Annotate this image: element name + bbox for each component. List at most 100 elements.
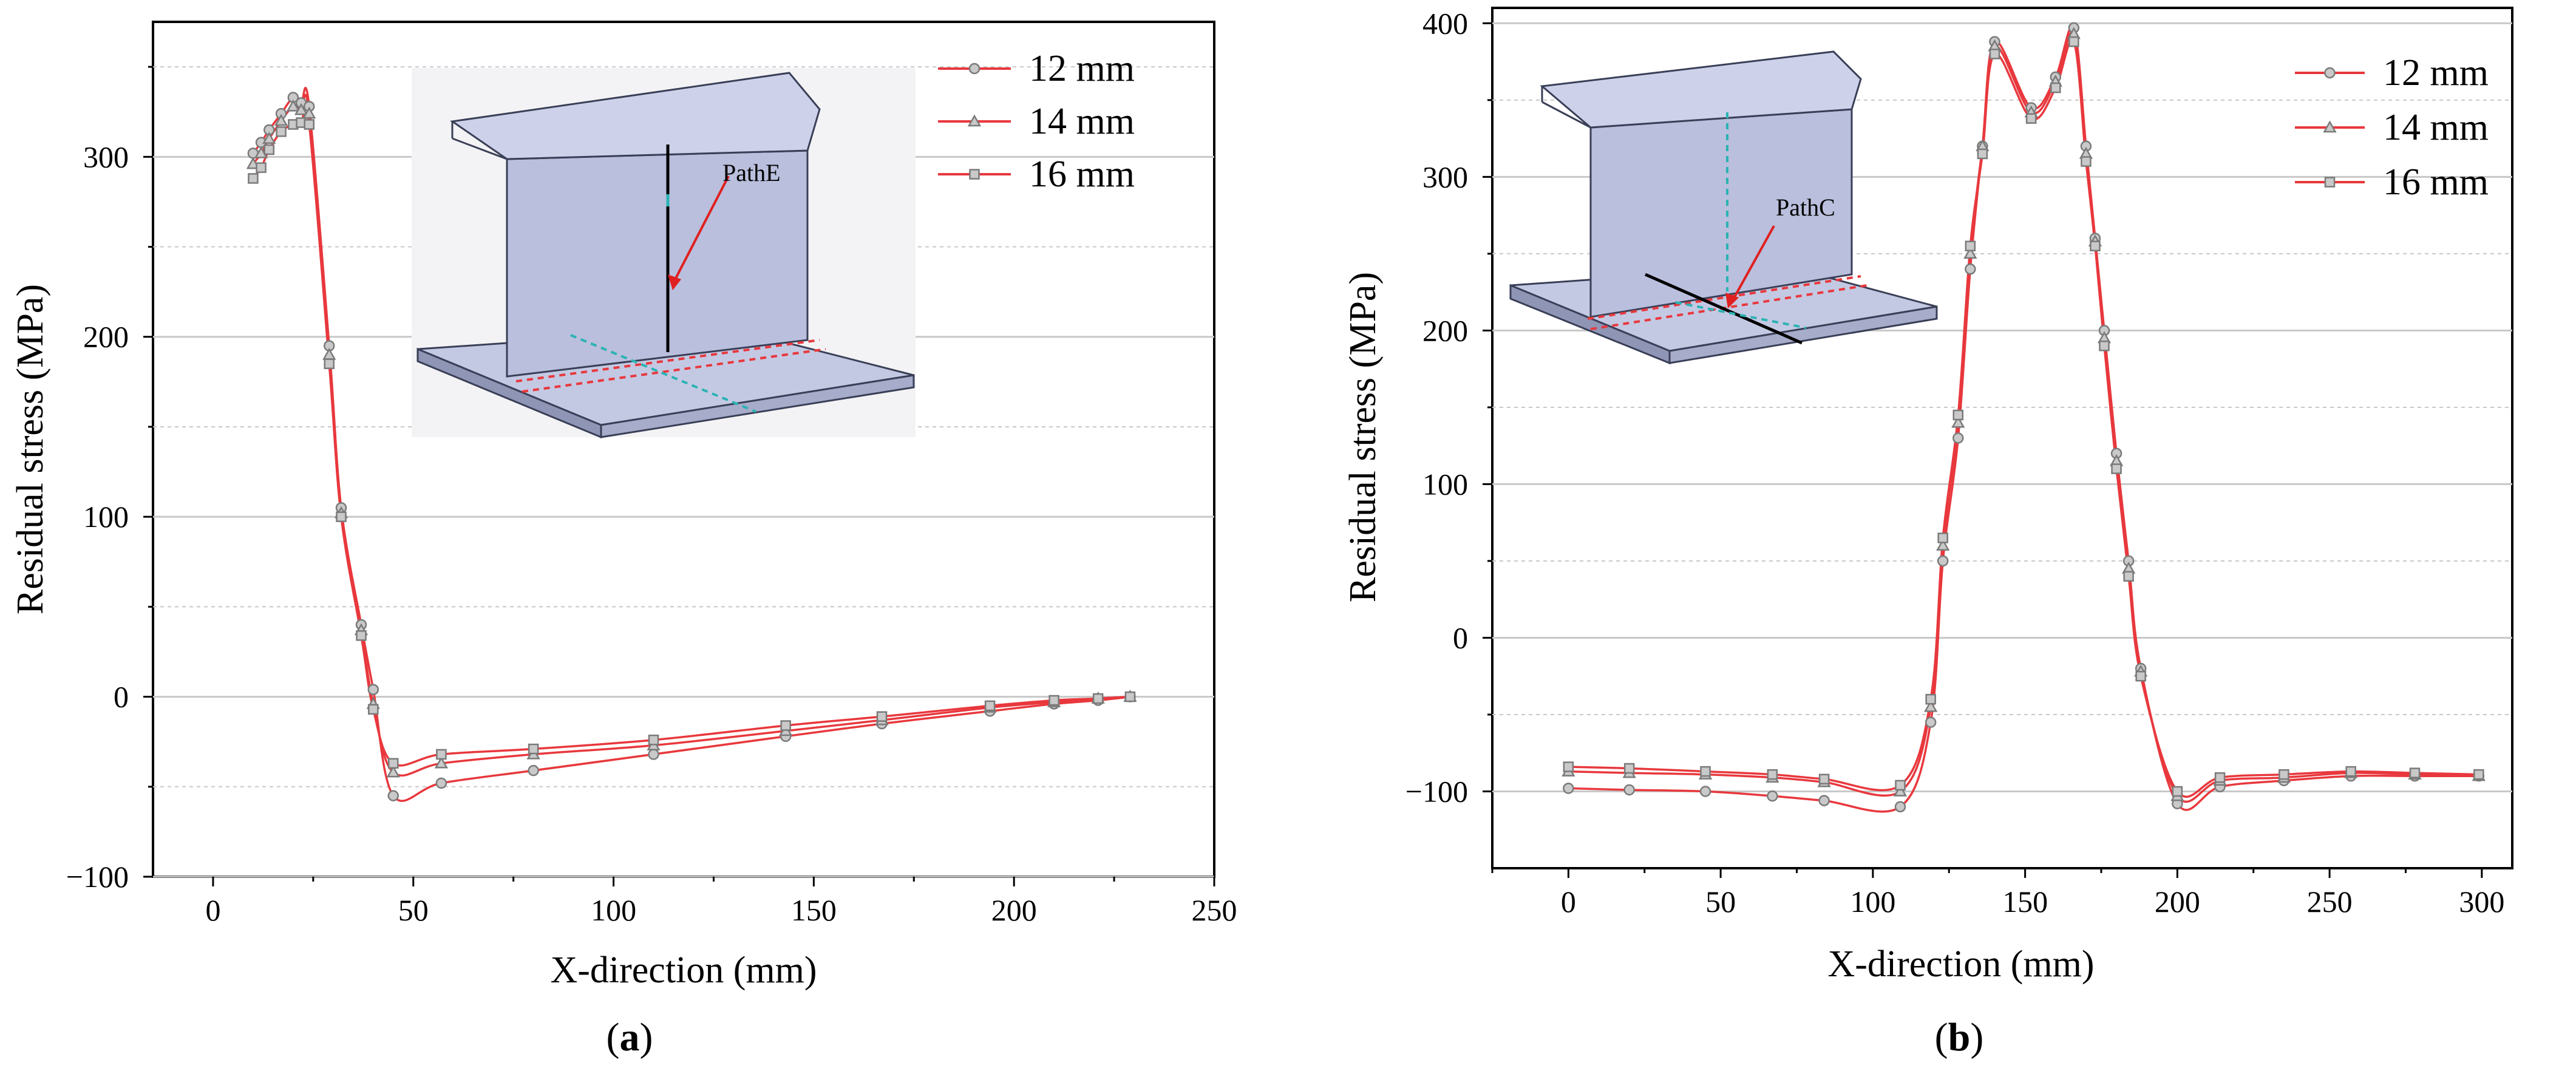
data-point-square <box>324 358 335 369</box>
y-tick-label: 200 <box>83 320 129 354</box>
data-point-square <box>1767 769 1778 780</box>
inset-base-plate-side <box>600 374 915 438</box>
panel-b-inset-figure: PathC <box>1509 50 1938 365</box>
data-point-triangle <box>1924 699 1938 712</box>
data-point-square <box>436 749 447 760</box>
data-point-square <box>2279 769 2289 780</box>
legend-marker-square <box>969 169 980 180</box>
data-point-square <box>1965 240 1976 251</box>
y-tick-label: 100 <box>1422 467 1468 501</box>
x-tick-label: 100 <box>1850 885 1895 919</box>
panel-a-legend: 12 mm 14 mm 16 mm <box>938 48 1135 195</box>
x-tick-label: 50 <box>398 893 429 927</box>
inset-weld-line-2 <box>515 339 820 382</box>
legend-marker-circle <box>968 63 980 75</box>
inset-weld-line-1 <box>522 348 826 393</box>
data-point-square <box>1124 691 1136 702</box>
data-point-square <box>528 743 539 755</box>
inset-pointer-arrowhead <box>668 274 681 290</box>
y-tick-label: 300 <box>83 140 129 174</box>
data-point-circle <box>1818 795 1830 806</box>
panel-a-caption: (a) <box>607 1015 653 1059</box>
data-point-triangle <box>286 99 301 112</box>
legend-label: 14 mm <box>1029 101 1135 142</box>
x-tick-label: 200 <box>2155 885 2200 919</box>
data-point-triangle <box>1936 539 1950 551</box>
data-point-square <box>1925 693 1936 705</box>
panel-b-plot-frame <box>1491 7 2513 869</box>
inset-cross-line <box>570 334 756 413</box>
panel-b-ticks: −100 0 100 200 300 400 0 50 100 150 200 250 300 <box>1405 6 2505 919</box>
inset-pointer-arrow <box>671 175 730 285</box>
data-point-square <box>1818 773 1830 784</box>
data-point-circle <box>1952 432 1964 444</box>
data-point-square <box>2345 766 2356 777</box>
data-point-square <box>276 126 287 137</box>
panel-b-y-axis-label: Residual stress (MPa) <box>1342 272 1384 602</box>
data-point-triangle <box>322 347 336 360</box>
data-point-triangle <box>302 106 316 119</box>
y-tick-label: 300 <box>1422 160 1468 194</box>
y-tick-label: 400 <box>1422 6 1468 40</box>
legend-label: 16 mm <box>1029 154 1135 195</box>
data-point-square <box>1937 532 1948 543</box>
legend-label: 12 mm <box>2383 52 2489 93</box>
data-point-square <box>648 734 659 746</box>
data-point-square <box>2111 463 2122 474</box>
data-point-square <box>1977 148 1988 160</box>
data-point-square <box>336 511 347 522</box>
data-point-square <box>1895 780 1906 791</box>
legend-label: 12 mm <box>1029 48 1135 89</box>
panel-b-legend: 12 mm 14 mm 16 mm <box>2295 52 2489 203</box>
data-point-triangle <box>434 756 449 769</box>
x-tick-label: 0 <box>1561 885 1576 919</box>
data-point-square <box>2473 769 2484 780</box>
panel-b: −100 0 100 200 300 400 0 50 100 150 200 250 300 Path… <box>1342 6 2513 1059</box>
data-point-square <box>1623 763 1635 774</box>
inset-weld-line-2 <box>1587 275 1861 320</box>
inset-cross-line <box>1675 301 1807 329</box>
data-point-square <box>1700 766 1711 777</box>
data-point-square <box>2050 82 2061 93</box>
inset-flange-edge-lower <box>452 137 508 160</box>
data-point-square <box>368 704 379 715</box>
data-point-square <box>2068 36 2079 47</box>
panel-a-series-markers <box>246 92 1137 801</box>
data-point-square <box>2135 670 2146 682</box>
inset-path-line <box>1644 273 1803 345</box>
data-point-circle <box>387 790 399 801</box>
legend-marker-triangle <box>2323 120 2337 133</box>
y-tick-label: 200 <box>1422 313 1468 347</box>
data-point-square <box>2409 767 2421 778</box>
data-point-square <box>2081 156 2092 167</box>
data-point-triangle <box>386 765 400 778</box>
x-tick-label: 150 <box>791 893 837 927</box>
panel-a-x-axis-label: X-direction (mm) <box>550 950 817 991</box>
x-tick-label: 200 <box>991 893 1037 927</box>
data-point-square <box>1952 409 1964 421</box>
panel-a: −100 0 100 200 300 0 50 100 150 200 250 PathE 12 m… <box>10 21 1237 1059</box>
inset-path-label: PathE <box>722 159 781 186</box>
data-point-square <box>2123 571 2134 582</box>
inset-flange-top <box>449 72 821 160</box>
panel-b-caption: (b) <box>1935 1015 1984 1059</box>
data-point-square <box>256 162 267 173</box>
data-point-circle <box>1699 786 1711 797</box>
data-point-circle <box>528 764 539 777</box>
data-point-triangle <box>1893 784 1908 797</box>
panel-a-inset-figure: PathE <box>412 68 916 439</box>
inset-flange-edge-lower <box>1541 101 1591 129</box>
legend-marker-triangle <box>967 114 982 127</box>
data-point-square <box>876 711 888 722</box>
data-point-circle <box>367 684 379 695</box>
data-point-square <box>2099 340 2110 352</box>
data-point-triangle <box>1951 415 1965 428</box>
x-tick-label: 0 <box>205 893 220 927</box>
data-point-square <box>1563 761 1574 772</box>
x-tick-label: 50 <box>1705 885 1736 919</box>
y-tick-label: 0 <box>1453 620 1468 654</box>
data-point-square <box>2214 772 2226 783</box>
data-point-square <box>356 630 367 641</box>
data-point-square <box>388 758 399 769</box>
